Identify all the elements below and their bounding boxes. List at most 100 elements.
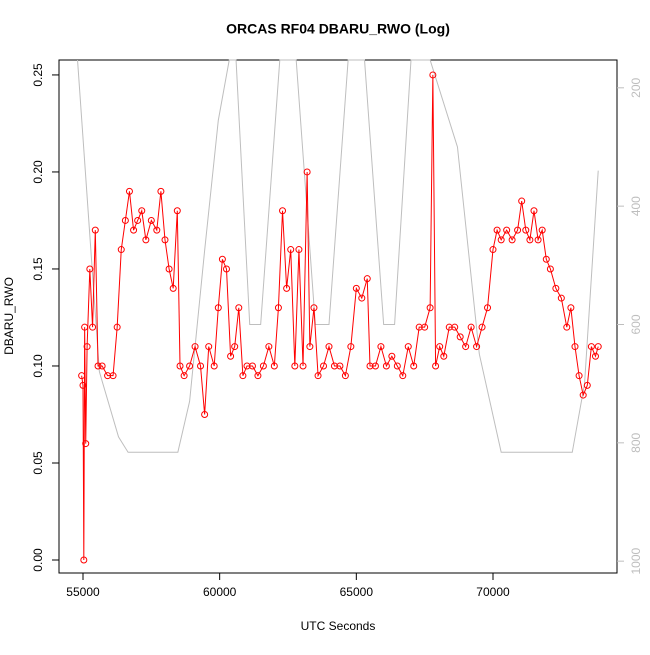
data-point bbox=[279, 207, 287, 215]
data-point bbox=[205, 343, 213, 351]
data-point bbox=[98, 362, 106, 370]
chart-title: ORCAS RF04 DBARU_RWO (Log) bbox=[226, 21, 450, 37]
data-point bbox=[571, 343, 579, 351]
data-point bbox=[109, 372, 117, 380]
data-point bbox=[78, 372, 86, 380]
data-point bbox=[113, 323, 121, 331]
data-point bbox=[583, 381, 591, 389]
data-point bbox=[347, 343, 355, 351]
data-point bbox=[243, 362, 251, 370]
data-point bbox=[542, 255, 550, 263]
data-point bbox=[432, 362, 440, 370]
data-point bbox=[176, 362, 184, 370]
y-tick-label: 0.00 bbox=[31, 548, 45, 572]
data-point bbox=[591, 352, 599, 360]
y2-tick-label: 800 bbox=[629, 432, 643, 452]
data-point bbox=[80, 556, 88, 564]
data-point bbox=[218, 255, 226, 263]
data-point bbox=[157, 187, 165, 195]
data-point bbox=[421, 323, 429, 331]
y-axis-label: DBARU_RWO bbox=[2, 277, 16, 355]
data-point bbox=[567, 304, 575, 312]
data-point bbox=[210, 362, 218, 370]
data-point bbox=[265, 343, 273, 351]
y-tick-label: 0.10 bbox=[31, 354, 45, 378]
x-tick-label: 70000 bbox=[476, 585, 510, 599]
data-point bbox=[306, 343, 314, 351]
data-point bbox=[248, 362, 256, 370]
data-point bbox=[186, 362, 194, 370]
x-tick-label: 65000 bbox=[340, 585, 374, 599]
y2-tick-label: 200 bbox=[629, 77, 643, 97]
data-point bbox=[254, 372, 262, 380]
y-tick-label: 0.20 bbox=[31, 160, 45, 184]
data-point bbox=[552, 284, 560, 292]
data-point bbox=[440, 352, 448, 360]
data-point bbox=[235, 304, 243, 312]
data-point bbox=[388, 352, 396, 360]
data-point bbox=[130, 226, 138, 234]
data-point bbox=[104, 372, 112, 380]
y-tick-label: 0.05 bbox=[31, 451, 45, 475]
data-point bbox=[83, 343, 91, 351]
x-axis-label: UTC Seconds bbox=[301, 619, 376, 633]
data-point bbox=[426, 304, 434, 312]
data-point bbox=[445, 323, 453, 331]
data-point bbox=[546, 265, 554, 273]
data-point bbox=[503, 226, 511, 234]
data-point bbox=[259, 362, 267, 370]
data-point bbox=[436, 343, 444, 351]
data-point bbox=[142, 236, 150, 244]
data-point bbox=[180, 372, 188, 380]
data-point bbox=[526, 236, 534, 244]
data-point bbox=[147, 216, 155, 224]
data-point bbox=[399, 372, 407, 380]
data-point bbox=[415, 323, 423, 331]
data-point bbox=[117, 246, 125, 254]
data-point bbox=[366, 362, 374, 370]
data-point bbox=[320, 362, 328, 370]
data-point bbox=[352, 284, 360, 292]
data-point bbox=[173, 207, 181, 215]
data-point bbox=[291, 362, 299, 370]
data-point bbox=[497, 236, 505, 244]
data-point bbox=[575, 372, 583, 380]
data-point bbox=[314, 372, 322, 380]
data-point bbox=[594, 343, 602, 351]
data-point bbox=[377, 343, 385, 351]
data-point bbox=[191, 343, 199, 351]
data-point bbox=[231, 343, 239, 351]
data-point bbox=[382, 362, 390, 370]
data-point bbox=[522, 226, 530, 234]
y-tick-label: 0.15 bbox=[31, 257, 45, 281]
data-point bbox=[451, 323, 459, 331]
data-point bbox=[161, 236, 169, 244]
data-point bbox=[86, 265, 94, 273]
data-point bbox=[563, 323, 571, 331]
data-point bbox=[125, 187, 133, 195]
data-point bbox=[467, 323, 475, 331]
data-point bbox=[270, 362, 278, 370]
data-point bbox=[295, 246, 303, 254]
data-point bbox=[82, 440, 90, 448]
data-point bbox=[201, 410, 209, 418]
data-point bbox=[134, 216, 142, 224]
data-point bbox=[287, 246, 295, 254]
y2-tick-label: 600 bbox=[629, 314, 643, 334]
y2-tick-label: 1000 bbox=[629, 547, 643, 574]
data-point bbox=[283, 284, 291, 292]
data-point bbox=[534, 236, 542, 244]
data-point bbox=[227, 352, 235, 360]
data-point bbox=[587, 343, 595, 351]
data-point bbox=[538, 226, 546, 234]
x-tick-label: 60000 bbox=[203, 585, 237, 599]
data-point bbox=[81, 323, 89, 331]
data-point bbox=[94, 362, 102, 370]
data-point bbox=[429, 71, 437, 79]
data-point bbox=[530, 207, 538, 215]
data-point bbox=[274, 304, 282, 312]
data-point bbox=[493, 226, 501, 234]
data-point bbox=[473, 343, 481, 351]
